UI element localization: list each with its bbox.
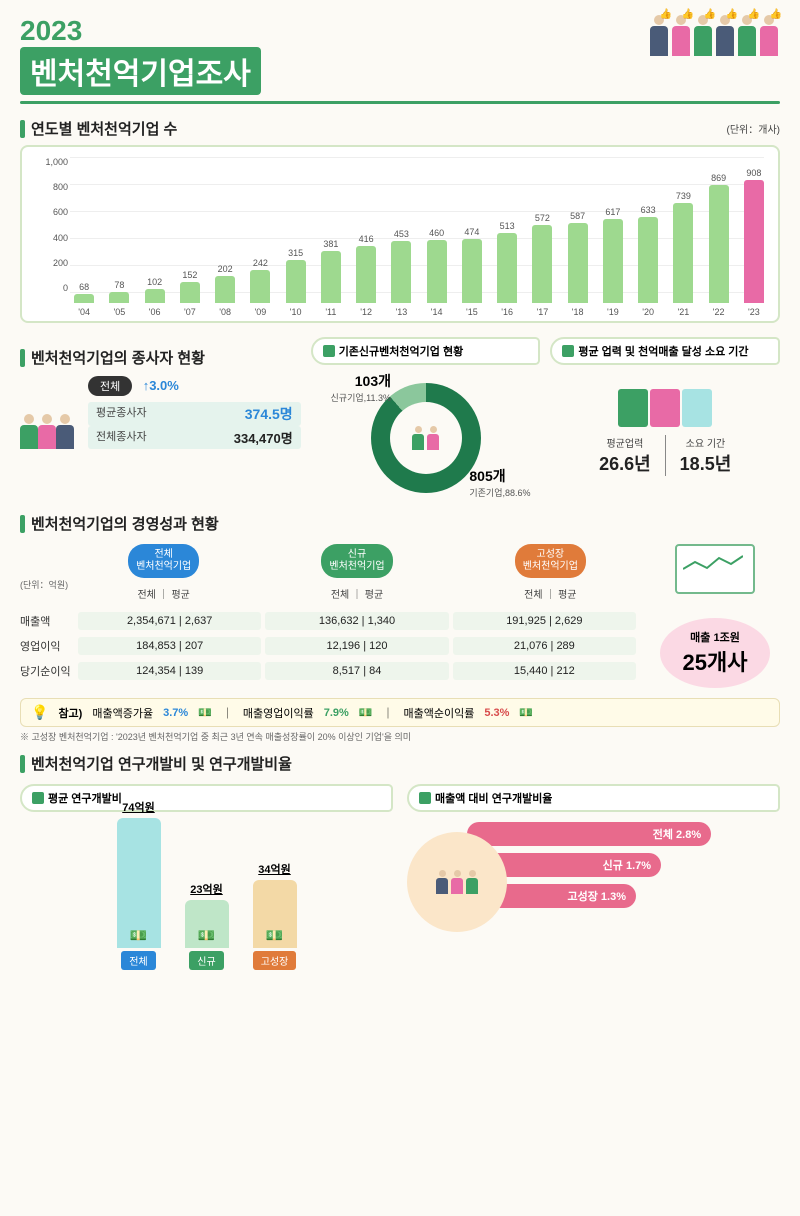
rnd-bar: 23억원💵신규 <box>185 881 229 970</box>
rnd-row: 평균 연구개발비 74억원💵전체23억원💵신규34억원💵고성장 매출액 대비 연… <box>20 784 780 970</box>
section-accent <box>20 120 25 138</box>
employees-section: 벤처천억기업의 종사자 현황 전체 ↑3.0% 평균종사자 374.5명 <box>20 337 301 503</box>
donut-center-illust <box>390 402 462 474</box>
section-accent <box>20 515 25 533</box>
year-label: 2023 <box>20 15 261 47</box>
section-accent <box>20 755 25 773</box>
avg-years-section: 평균 업력 및 천억매출 달성 소요 기간 평균업력 26.6년 소요 기간 1… <box>550 337 780 503</box>
rnd-bar: 34억원💵고성장 <box>253 861 297 970</box>
duration-box: 소요 기간 18.5년 <box>672 435 740 476</box>
rnd-ratio-col: 매출액 대비 연구개발비율 전체 2.8%신규 1.7%고성장 1.3% <box>407 784 780 970</box>
col-pill-growth: 고성장벤처천억기업 <box>515 544 586 578</box>
section-header-yearly: 연도별 벤처천억기업 수 (단위：개사) <box>20 118 780 139</box>
section-header-rnd: 벤처천억기업 연구개발비 및 연구개발비율 <box>20 753 780 774</box>
tag-header: 기존신규벤처천억기업 현황 <box>311 337 541 365</box>
donut-label-existing: 805개 기존기업,88.6% <box>469 466 530 499</box>
bar-'06: 102'06 <box>141 277 169 317</box>
section-header-perf: 벤처천억기업의 경영성과 현황 <box>20 513 780 534</box>
bar-'19: 617'19 <box>599 207 627 317</box>
bar-'20: 633'20 <box>634 205 662 317</box>
trillion-badge: 매출 1조원 25개사 <box>660 618 770 688</box>
reference-bar: 💡 참고) 매출액증가율 3.7% 💵｜ 매출영업이익률 7.9% 💵｜ 매출액… <box>20 698 780 727</box>
col-pill-new: 신규벤처천억기업 <box>321 544 392 578</box>
money-icon: 💵 <box>519 706 533 719</box>
bar-'05: 78'05 <box>105 280 133 317</box>
new-existing-section: 기존신규벤처천억기업 현황 103개 신규기업,11.3% 805개 기존기업,… <box>311 337 541 503</box>
section-title: 벤처천억기업 연구개발비 및 연구개발비율 <box>31 753 292 774</box>
rnd-spend-col: 평균 연구개발비 74억원💵전체23억원💵신규34억원💵고성장 <box>20 784 393 970</box>
op-margin-pct: 7.9% <box>324 707 349 719</box>
section-title: 벤처천억기업의 종사자 현황 <box>31 347 205 368</box>
net-margin-pct: 5.3% <box>484 707 509 719</box>
header-people-illust: 👍👍👍👍👍👍 <box>648 15 780 56</box>
bar-'23: 908'23 <box>740 168 768 317</box>
footnote: ※ 고성장 벤처천억기업 : '2023년 벤처천억기업 중 최근 3년 연속 … <box>20 730 780 743</box>
ratio-bar: 전체 2.8% <box>467 822 711 846</box>
bar-'10: 315'10 <box>282 248 310 317</box>
bar-'12: 416'12 <box>352 234 380 317</box>
growth-arrow-icon: ↑3.0% <box>143 378 179 393</box>
avg-employee-row: 평균종사자 374.5명 <box>88 402 301 426</box>
donut-chart: 103개 신규기업,11.3% 805개 기존기업,88.6% <box>361 373 491 503</box>
diamond-icon <box>323 345 335 357</box>
diamond-icon <box>562 345 574 357</box>
avg-age-box: 평균업력 26.6년 <box>591 435 659 476</box>
mid-row: 벤처천억기업의 종사자 현황 전체 ↑3.0% 평균종사자 374.5명 <box>20 337 780 503</box>
bar-'16: 513'16 <box>493 221 521 317</box>
title-block: 2023 벤처천억기업조사 <box>20 15 261 95</box>
revenue-growth-pct: 3.7% <box>163 707 188 719</box>
rnd-bar: 74억원💵전체 <box>117 799 161 970</box>
trillion-badge-panel: 매출 1조원 25개사 <box>650 544 780 688</box>
section-title: 벤처천억기업의 경영성과 현황 <box>31 513 219 534</box>
bar-'15: 474'15 <box>458 227 486 317</box>
tag-header: 평균 업력 및 천억매출 달성 소요 기간 <box>550 337 780 365</box>
perf-row: 영업이익184,853 | 20712,196 | 12021,076 | 28… <box>20 637 638 655</box>
people-illust <box>20 401 80 449</box>
header: 2023 벤처천억기업조사 👍👍👍👍👍👍 <box>20 15 780 95</box>
bar-'13: 453'13 <box>387 229 415 317</box>
bar-'09: 242'09 <box>246 258 274 317</box>
bar-'21: 739'21 <box>669 191 697 318</box>
bar-'18: 587'18 <box>564 211 592 317</box>
bar-'07: 152'07 <box>176 270 204 317</box>
diamond-icon <box>32 792 44 804</box>
col-pill-total: 전체벤처천억기업 <box>128 544 199 578</box>
bar-'17: 572'17 <box>528 213 556 317</box>
bar-'08: 202'08 <box>211 264 239 317</box>
yearly-bar-chart: 1,0008006004002000 68'0478'05102'06152'0… <box>20 145 780 323</box>
diamond-icon <box>419 792 431 804</box>
bar-'11: 381'11 <box>317 239 345 317</box>
dashboard-illust <box>675 544 755 594</box>
book-illust <box>615 371 715 427</box>
divider <box>20 101 780 104</box>
perf-row: 매출액2,354,671 | 2,637136,632 | 1,340191,9… <box>20 612 638 630</box>
total-employee-row: 전체종사자 334,470명 <box>88 426 301 449</box>
infographic-root: 2023 벤처천억기업조사 👍👍👍👍👍👍 연도별 벤처천억기업 수 (단위：개사… <box>0 0 800 985</box>
perf-row: 당기순이익124,354 | 1398,517 | 8415,440 | 212 <box>20 662 638 680</box>
bar-'04: 68'04 <box>70 282 98 317</box>
bar-'22: 869'22 <box>705 173 733 317</box>
ratio-circle-illust <box>407 832 507 932</box>
main-title: 벤처천억기업조사 <box>20 47 261 95</box>
performance-table: 전체벤처천억기업 신규벤처천억기업 고성장벤처천억기업 (단위：억원) 전체 ｜… <box>20 544 780 688</box>
bulb-icon: 💡 <box>31 704 48 721</box>
section-accent <box>20 349 25 367</box>
money-icon: 💵 <box>359 706 373 719</box>
unit-label: (단위：개사) <box>727 121 780 136</box>
total-pill: 전체 <box>88 376 132 396</box>
bar-'14: 460'14 <box>423 228 451 317</box>
money-icon: 💵 <box>198 706 212 719</box>
donut-label-new: 103개 신규기업,11.3% <box>331 371 391 404</box>
section-title: 연도별 벤처천억기업 수 <box>31 118 177 139</box>
